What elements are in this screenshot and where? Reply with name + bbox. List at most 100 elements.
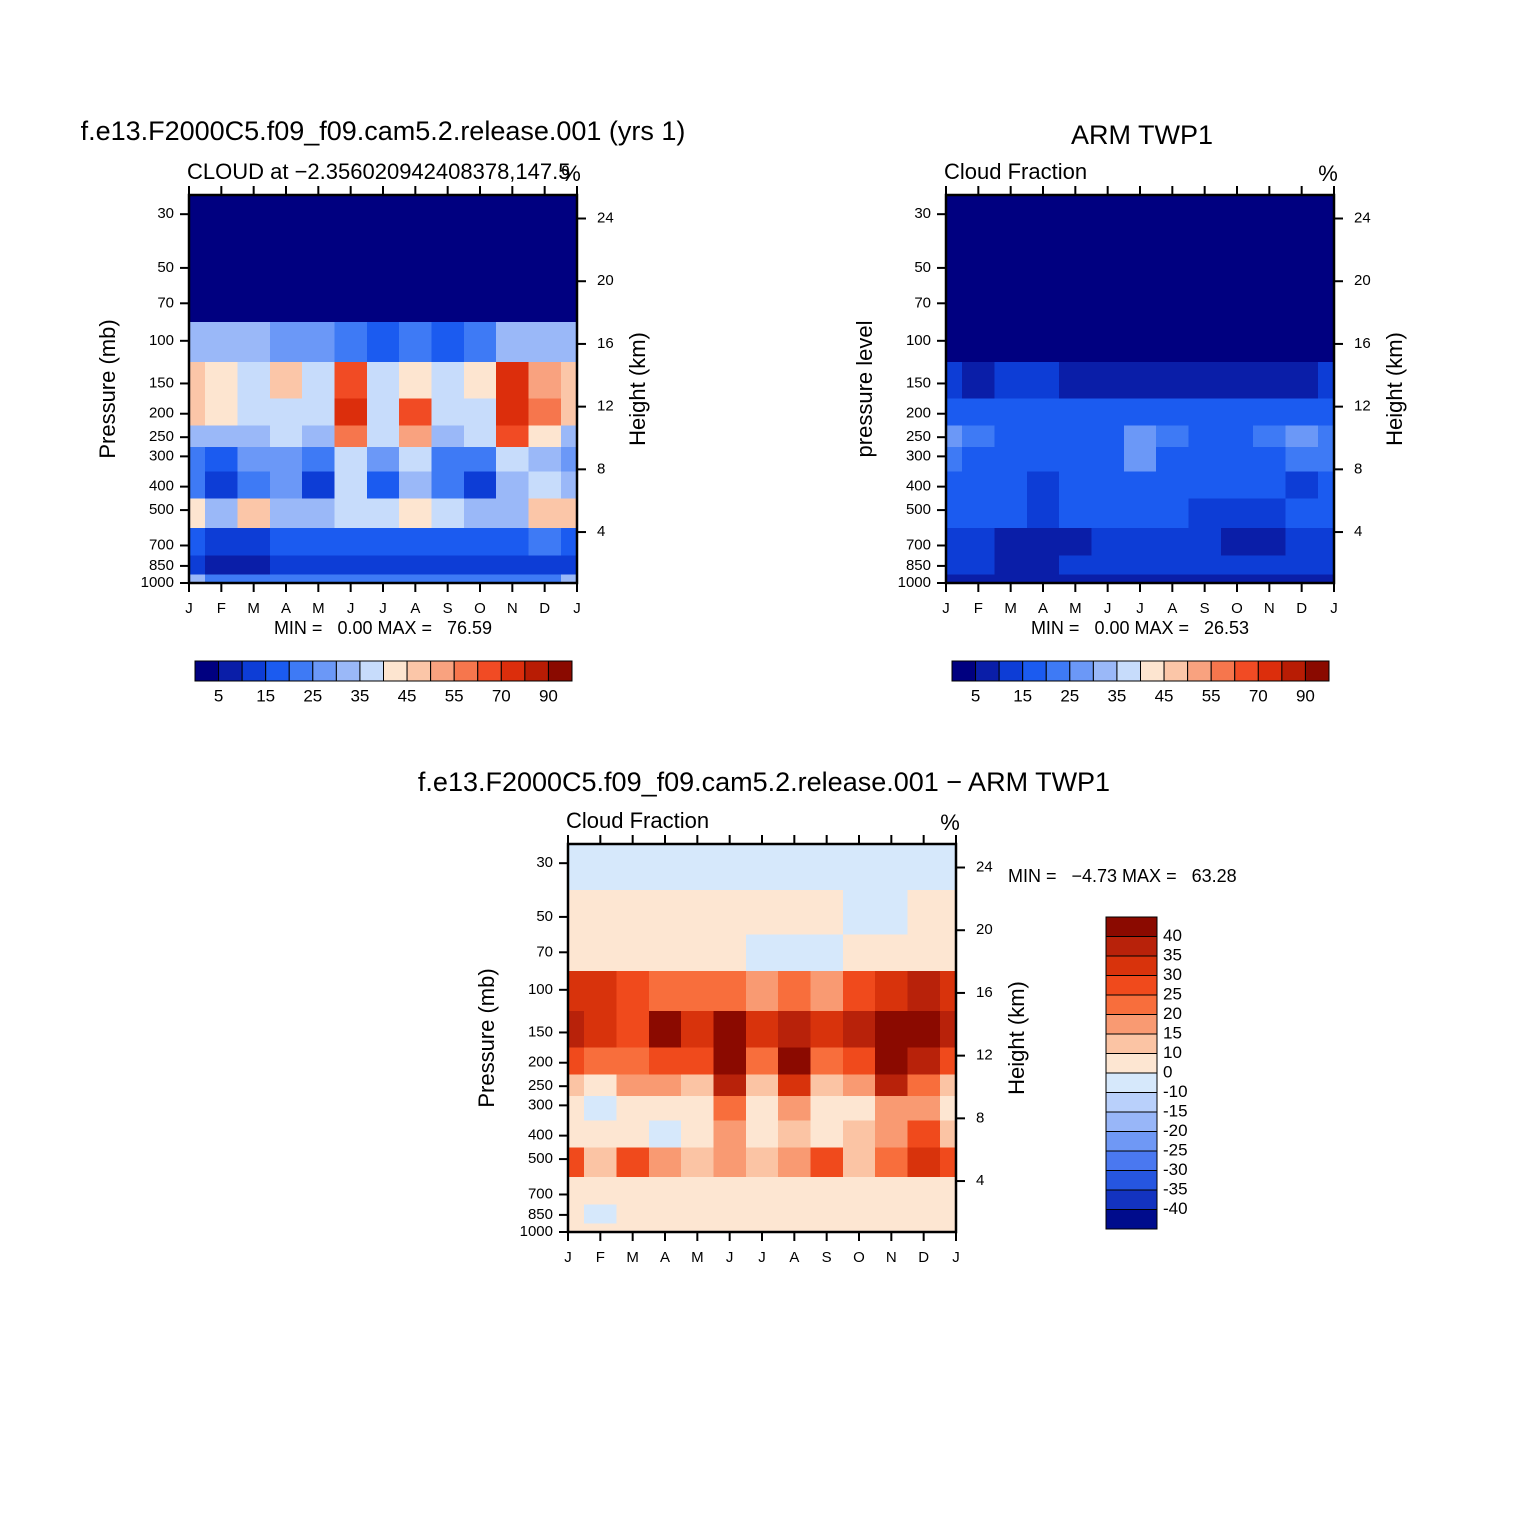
- y-tick-label: 500: [528, 1150, 553, 1167]
- panel-subtitle: CLOUD at −2.356020942408378,147.5: [187, 159, 570, 184]
- colorbar-label: 45: [398, 686, 417, 705]
- colorbar-label: 55: [1202, 686, 1221, 705]
- contour-cell: [189, 322, 206, 363]
- contour-cell: [399, 498, 433, 529]
- colorbar-box: [477, 660, 502, 682]
- contour-cell: [584, 971, 618, 1012]
- contour-cell: [1026, 498, 1060, 529]
- contour-cell: [269, 527, 303, 557]
- contour-cell: [496, 555, 530, 576]
- contour-cell: [560, 446, 578, 473]
- stats-label: MIN = 0.00 MAX = 76.59: [274, 618, 492, 638]
- contour-cell: [616, 971, 650, 1012]
- contour-cell: [399, 555, 433, 576]
- contour-cell: [778, 1204, 812, 1225]
- contour-cell: [962, 362, 996, 400]
- contour-cell: [745, 1147, 779, 1178]
- contour-cell: [939, 934, 957, 972]
- contour-cell: [568, 1095, 585, 1122]
- contour-cell: [1026, 195, 1060, 242]
- contour-cell: [1285, 241, 1319, 287]
- y-tick-label: 100: [149, 332, 174, 349]
- y-tick-label: 700: [906, 536, 931, 553]
- contour-cell: [616, 1011, 650, 1049]
- contour-cell: [1059, 195, 1093, 242]
- contour-cell: [1317, 498, 1335, 529]
- contour-cell: [366, 285, 400, 323]
- contour-cell: [302, 362, 336, 400]
- contour-cell: [1188, 322, 1222, 363]
- contour-cell: [496, 471, 530, 499]
- contour-cell: [713, 1011, 747, 1049]
- contour-cell: [962, 241, 996, 287]
- contour-cell: [431, 498, 465, 529]
- contour-cell: [778, 1074, 812, 1097]
- contour-cell: [431, 425, 465, 448]
- colorbar-box: [312, 660, 337, 682]
- contour-cell: [1059, 498, 1093, 529]
- contour-cell: [1026, 362, 1060, 400]
- colorbar-box: [1105, 916, 1158, 937]
- contour-cell: [810, 1176, 844, 1206]
- contour-cell: [778, 844, 812, 891]
- contour-cell: [1156, 527, 1190, 557]
- contour-cell: [1026, 398, 1060, 427]
- contour-cell: [681, 934, 715, 972]
- contour-cell: [463, 574, 497, 584]
- contour-cell: [366, 398, 400, 427]
- contour-cell: [568, 890, 585, 936]
- contour-cell: [648, 1204, 682, 1225]
- contour-cell: [189, 498, 206, 529]
- contour-cell: [745, 890, 779, 936]
- contour-cell: [1123, 425, 1157, 448]
- contour-cell: [1156, 285, 1190, 323]
- contour-cell: [681, 1223, 715, 1233]
- contour-cell: [962, 322, 996, 363]
- contour-cell: [616, 890, 650, 936]
- contour-cell: [1317, 471, 1335, 499]
- contour-cell: [1091, 574, 1125, 584]
- contour-cell: [962, 285, 996, 323]
- colorbar-box: [1304, 660, 1330, 682]
- colorbar-label: 35: [1163, 945, 1182, 964]
- contour-cell: [778, 1095, 812, 1122]
- contour-cell: [616, 1095, 650, 1122]
- contour-cell: [269, 471, 303, 499]
- contour-cell: [560, 285, 578, 323]
- colorbar-box: [1105, 1111, 1158, 1132]
- contour-cell: [907, 1074, 941, 1097]
- stats-label: MIN = 0.00 MAX = 26.53: [1031, 618, 1249, 638]
- contour-cell: [681, 1147, 715, 1178]
- contour-cell: [431, 285, 465, 323]
- y2-axis-label: Height (km): [625, 332, 650, 446]
- contour-cell: [1188, 471, 1222, 499]
- contour-cell: [269, 241, 303, 287]
- contour-cell: [1285, 195, 1319, 242]
- contour-cell: [962, 471, 996, 499]
- contour-cell: [1026, 555, 1060, 576]
- colorbar-label: -20: [1163, 1121, 1188, 1140]
- contour-cell: [1317, 574, 1335, 584]
- contour-cell: [302, 446, 336, 473]
- colorbar-label: -30: [1163, 1160, 1188, 1179]
- colorbar-box: [1105, 936, 1158, 957]
- contour-cell: [189, 574, 206, 584]
- contour-cell: [648, 1074, 682, 1097]
- contour-cell: [1285, 398, 1319, 427]
- colorbar-box: [951, 660, 977, 682]
- contour-cell: [1220, 322, 1254, 363]
- contour-cell: [946, 425, 963, 448]
- x-tick-label: M: [312, 600, 325, 617]
- contour-cell: [1253, 195, 1287, 242]
- contour-cell: [681, 890, 715, 936]
- contour-cell: [810, 1047, 844, 1076]
- contour-cell: [1091, 425, 1125, 448]
- colorbar-label: 55: [445, 686, 464, 705]
- contour-cell: [681, 1120, 715, 1148]
- contour-cell: [713, 971, 747, 1012]
- contour-cell: [616, 844, 650, 891]
- contour-cell: [302, 241, 336, 287]
- y-tick-label: 150: [906, 374, 931, 391]
- contour-cell: [1253, 425, 1287, 448]
- contour-cell: [269, 322, 303, 363]
